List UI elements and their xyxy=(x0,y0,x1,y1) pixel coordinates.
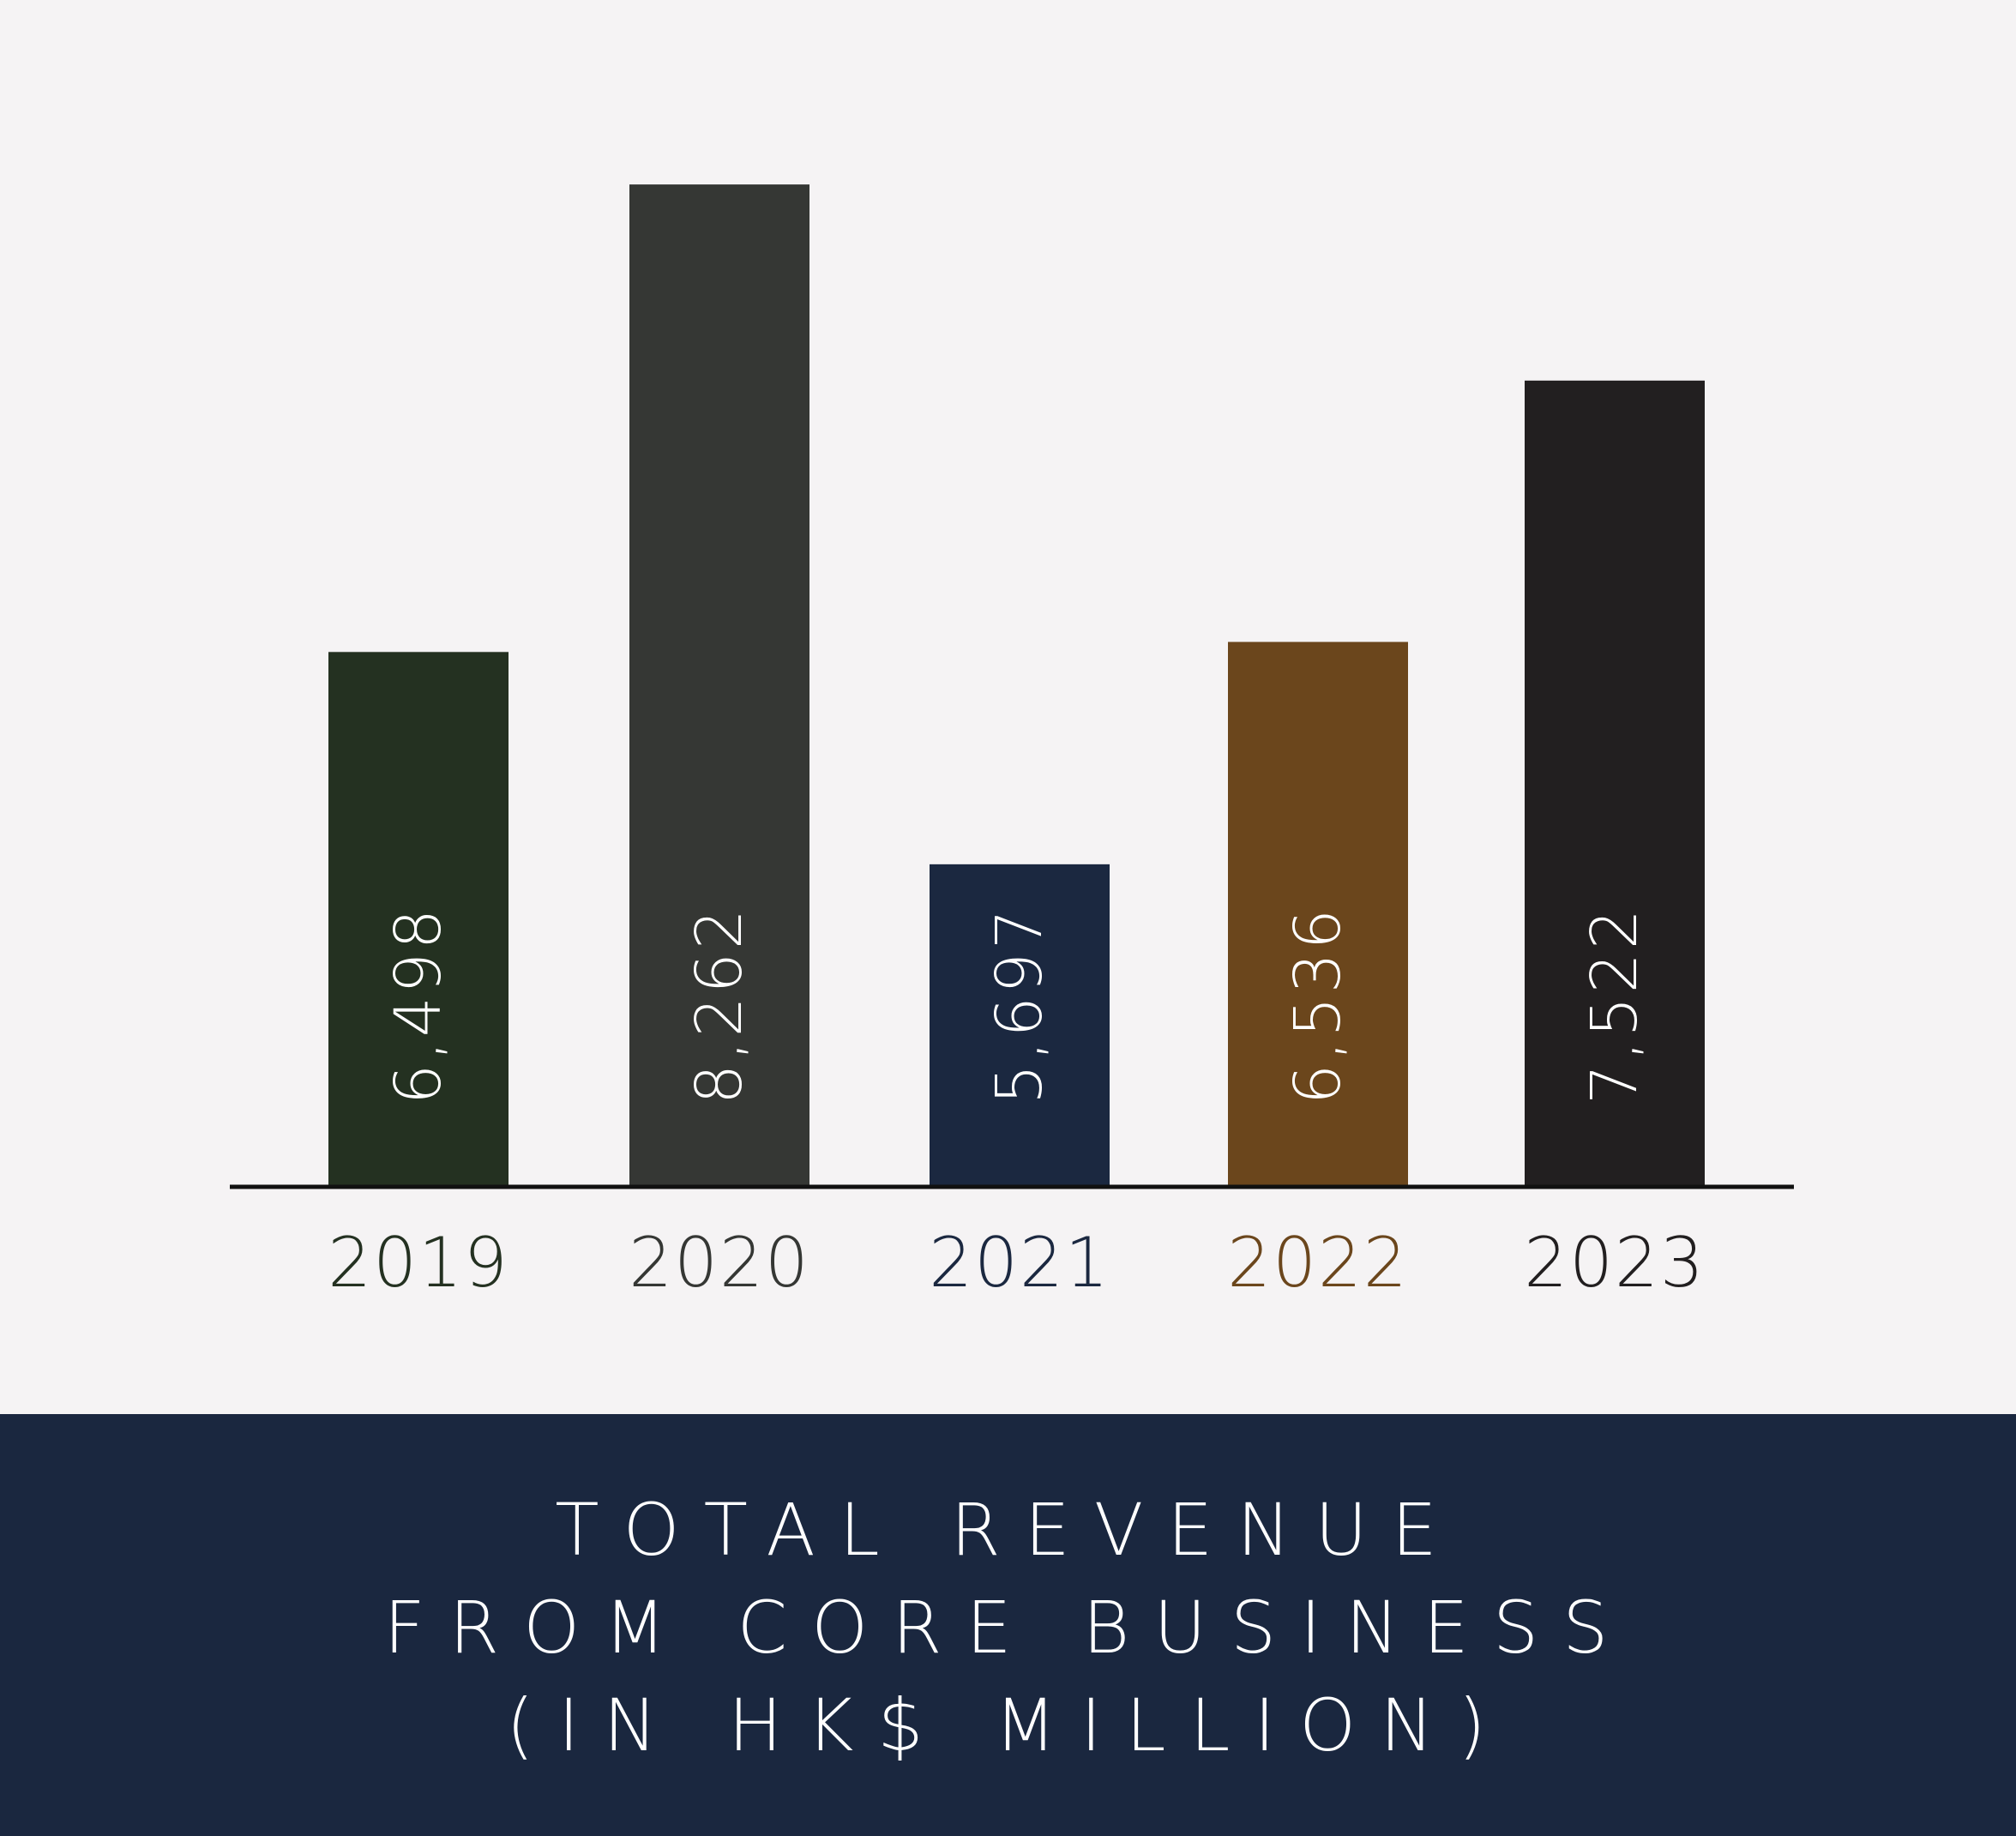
bar-value-label-2020: 8,262 xyxy=(683,906,756,1105)
bar-2023 xyxy=(1525,380,1705,1187)
chart-title-line-1: TOTAL REVENUE xyxy=(555,1488,1461,1572)
bar-value-label-2019: 6,498 xyxy=(382,906,455,1105)
bar-2021 xyxy=(930,864,1110,1187)
bar-2020 xyxy=(629,184,809,1188)
x-tick-label-2020: 2020 xyxy=(629,1223,810,1303)
bar-value-label-2021: 5,697 xyxy=(983,906,1056,1105)
bar-chart: 6,498 2019 8,262 2020 5,697 2021 6,536 2022 7,52… xyxy=(230,184,1794,1303)
x-tick-label-2023: 2023 xyxy=(1524,1223,1706,1303)
chart-area: 6,498 2019 8,262 2020 5,697 2021 6,536 2022 7,52… xyxy=(230,184,1794,1303)
bar-value-label-2023: 7,522 xyxy=(1578,906,1652,1105)
x-tick-label-2021: 2021 xyxy=(929,1223,1110,1303)
bar-2022 xyxy=(1228,641,1408,1187)
chart-title-line-2: FROM CORE BUSINESS xyxy=(383,1586,1633,1670)
chart-title-band: TOTAL REVENUE FROM CORE BUSINESS (IN HK$… xyxy=(0,1414,2016,1836)
bar-value-label-2022: 6,536 xyxy=(1281,906,1355,1105)
x-tick-label-2019: 2019 xyxy=(328,1223,509,1303)
chart-title-line-3: (IN HK$ MILLION) xyxy=(506,1683,1510,1767)
bar-2019 xyxy=(328,652,509,1187)
x-tick-label-2022: 2022 xyxy=(1227,1223,1409,1303)
